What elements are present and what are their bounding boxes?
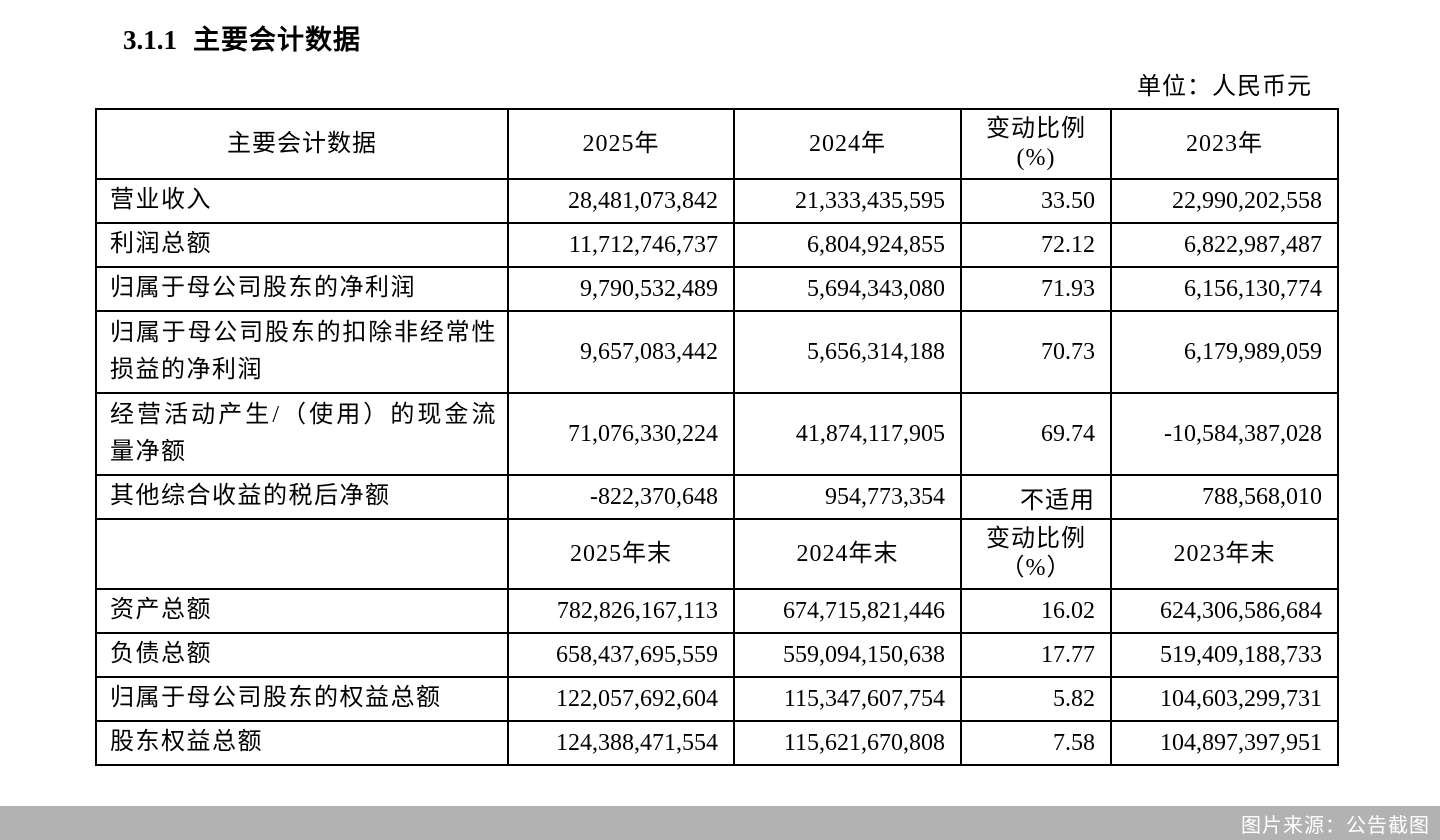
table-row: 经营活动产生/（使用）的现金流量净额 71,076,330,224 41,874… [95, 392, 1339, 476]
header-2024: 2024年 [733, 108, 962, 180]
row-label: 负债总额 [95, 632, 509, 678]
cell-change: 69.74 [960, 392, 1112, 476]
cell-2023: 104,603,299,731 [1110, 676, 1339, 722]
header-metric: 主要会计数据 [95, 108, 509, 180]
cell-change: 7.58 [960, 720, 1112, 766]
row-label: 资产总额 [95, 588, 509, 634]
unit-label: 单位：人民币元 [1137, 74, 1312, 100]
cell-2024: 954,773,354 [733, 474, 962, 520]
cell-2024: 5,656,314,188 [733, 310, 962, 394]
header-change: 变动比例 (%) [960, 108, 1112, 180]
cell-2023: 519,409,188,733 [1110, 632, 1339, 678]
table-row: 归属于母公司股东的权益总额 122,057,692,604 115,347,60… [95, 676, 1339, 722]
header-2025: 2025年 [507, 108, 735, 180]
cell-change: 33.50 [960, 178, 1112, 224]
mid-header-2023: 2023年末 [1110, 518, 1339, 590]
cell-2025: 9,790,532,489 [507, 266, 735, 312]
cell-change: 72.12 [960, 222, 1112, 268]
cell-2024: 21,333,435,595 [733, 178, 962, 224]
table-row: 股东权益总额 124,388,471,554 115,621,670,808 7… [95, 720, 1339, 766]
table-row: 其他综合收益的税后净额 -822,370,648 954,773,354 不适用… [95, 474, 1339, 520]
cell-2025: 28,481,073,842 [507, 178, 735, 224]
cell-2025: 9,657,083,442 [507, 310, 735, 394]
cell-2025: 658,437,695,559 [507, 632, 735, 678]
cell-change: 16.02 [960, 588, 1112, 634]
header-2023: 2023年 [1110, 108, 1339, 180]
cell-change: 5.82 [960, 676, 1112, 722]
cell-2025: 782,826,167,113 [507, 588, 735, 634]
cell-2023: -10,584,387,028 [1110, 392, 1339, 476]
mid-header-empty [95, 518, 509, 590]
mid-header-change: 变动比例 （%） [960, 518, 1112, 590]
mid-header-change-line1: 变动比例 [986, 526, 1086, 553]
section-title-text: 主要会计数据 [193, 25, 361, 55]
mid-header-change-line2: （%） [1000, 555, 1072, 581]
cell-2023: 788,568,010 [1110, 474, 1339, 520]
mid-header-2024: 2024年末 [733, 518, 962, 590]
cell-2023: 104,897,397,951 [1110, 720, 1339, 766]
row-label: 归属于母公司股东的权益总额 [95, 676, 509, 722]
section-number: 3.1.1 [123, 25, 177, 55]
mid-header-2025: 2025年末 [507, 518, 735, 590]
accounting-data-table: 主要会计数据 2025年 2024年 变动比例 (%) 2023年 营业收入 2… [95, 108, 1339, 766]
row-label: 股东权益总额 [95, 720, 509, 766]
cell-2024: 559,094,150,638 [733, 632, 962, 678]
cell-change: 71.93 [960, 266, 1112, 312]
page-title: 3.1.1 主要会计数据 [123, 18, 361, 57]
table-row: 归属于母公司股东的净利润 9,790,532,489 5,694,343,080… [95, 266, 1339, 312]
cell-2025: 11,712,746,737 [507, 222, 735, 268]
row-label: 归属于母公司股东的净利润 [95, 266, 509, 312]
cell-2024: 115,621,670,808 [733, 720, 962, 766]
cell-2023: 6,822,987,487 [1110, 222, 1339, 268]
cell-2023: 624,306,586,684 [1110, 588, 1339, 634]
table-row: 负债总额 658,437,695,559 559,094,150,638 17.… [95, 632, 1339, 678]
cell-2025: 71,076,330,224 [507, 392, 735, 476]
cell-2023: 6,156,130,774 [1110, 266, 1339, 312]
row-label: 其他综合收益的税后净额 [95, 474, 509, 520]
watermark-text: 图片来源：公告截图 [1241, 814, 1430, 837]
cell-2023: 22,990,202,558 [1110, 178, 1339, 224]
cell-2024: 115,347,607,754 [733, 676, 962, 722]
row-label: 经营活动产生/（使用）的现金流量净额 [95, 392, 509, 476]
cell-2024: 6,804,924,855 [733, 222, 962, 268]
table-header-row: 主要会计数据 2025年 2024年 变动比例 (%) 2023年 [95, 108, 1339, 180]
cell-2024: 5,694,343,080 [733, 266, 962, 312]
table-row: 利润总额 11,712,746,737 6,804,924,855 72.12 … [95, 222, 1339, 268]
table-row: 营业收入 28,481,073,842 21,333,435,595 33.50… [95, 178, 1339, 224]
cell-2025: 124,388,471,554 [507, 720, 735, 766]
row-label: 利润总额 [95, 222, 509, 268]
cell-2024: 41,874,117,905 [733, 392, 962, 476]
header-change-line2: (%) [1016, 145, 1056, 171]
table-row: 资产总额 782,826,167,113 674,715,821,446 16.… [95, 588, 1339, 634]
row-label: 归属于母公司股东的扣除非经常性损益的净利润 [95, 310, 509, 394]
cell-2025: 122,057,692,604 [507, 676, 735, 722]
table-row: 归属于母公司股东的扣除非经常性损益的净利润 9,657,083,442 5,65… [95, 310, 1339, 394]
cell-change: 70.73 [960, 310, 1112, 394]
table-mid-header-row: 2025年末 2024年末 变动比例 （%） 2023年末 [95, 518, 1339, 590]
cell-change: 17.77 [960, 632, 1112, 678]
header-change-line1: 变动比例 [986, 116, 1086, 143]
cell-2023: 6,179,989,059 [1110, 310, 1339, 394]
cell-2024: 674,715,821,446 [733, 588, 962, 634]
row-label: 营业收入 [95, 178, 509, 224]
watermark-bar: 图片来源：公告截图 [0, 806, 1440, 840]
cell-2025: -822,370,648 [507, 474, 735, 520]
cell-change: 不适用 [960, 474, 1112, 520]
